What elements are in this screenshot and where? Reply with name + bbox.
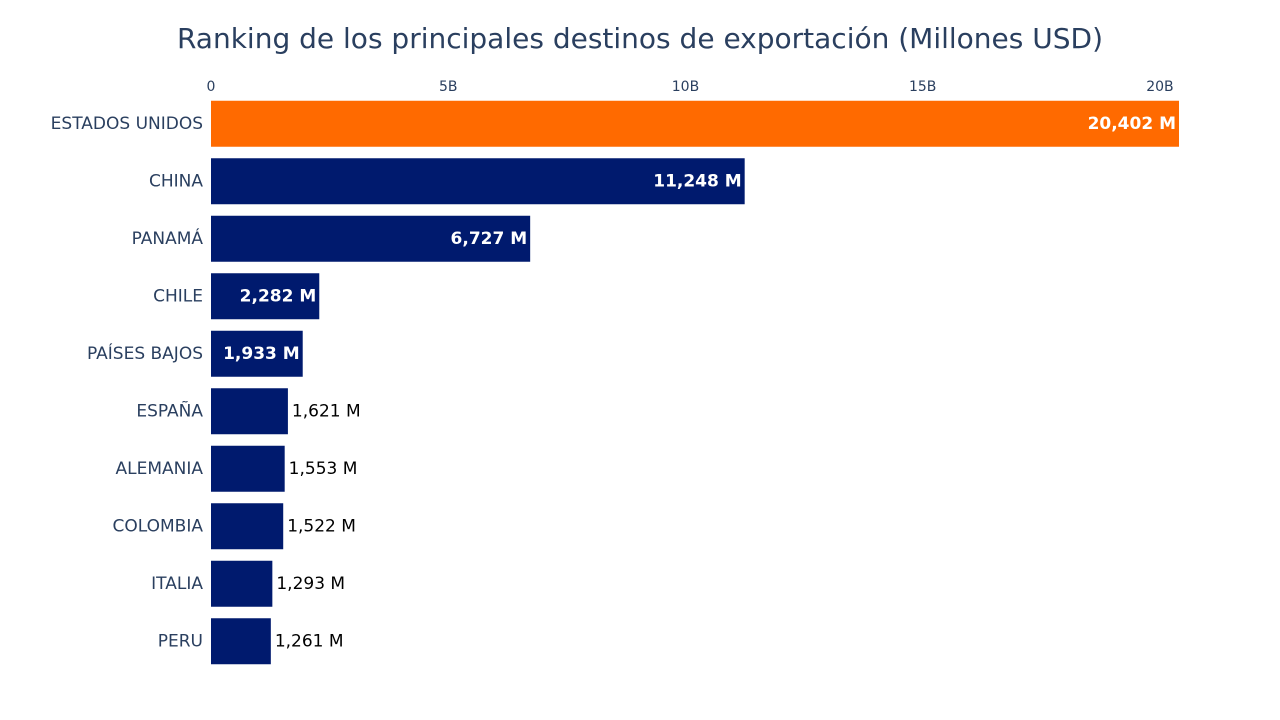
x-tick-label: 5B bbox=[439, 79, 458, 95]
bar bbox=[211, 330, 303, 377]
data-label: 1,933 M bbox=[223, 344, 300, 364]
bar bbox=[211, 215, 531, 262]
bar bbox=[211, 100, 1179, 147]
category-label: ESPAÑA bbox=[136, 399, 203, 421]
x-tick-label: 0 bbox=[207, 79, 216, 95]
category-label: PANAMÁ bbox=[132, 227, 204, 249]
data-label: 2,282 M bbox=[240, 286, 317, 306]
category-labels: ESTADOS UNIDOS CHINA PANAMÁ CHILE PAÍSES BAJ… bbox=[51, 114, 204, 652]
category-label: PERU bbox=[158, 631, 203, 651]
data-label: 11,248 M bbox=[653, 171, 741, 191]
bar bbox=[211, 273, 320, 320]
data-label: 1,522 M bbox=[287, 516, 356, 536]
data-label: 1,261 M bbox=[275, 631, 344, 651]
chart-title: Ranking de los principales destinos de e… bbox=[177, 22, 1103, 55]
category-label: ITALIA bbox=[151, 574, 203, 594]
data-label: 6,727 M bbox=[451, 229, 528, 249]
x-tick-label: 15B bbox=[909, 79, 936, 95]
category-label: CHINA bbox=[149, 171, 203, 191]
data-labels: 20,402 M 11,248 M 6,727 M 2,282 M 1,933 M 1,6… bbox=[223, 114, 1176, 652]
data-label: 1,621 M bbox=[292, 401, 361, 421]
x-tick-label: 20B bbox=[1146, 79, 1173, 95]
bar bbox=[211, 158, 745, 205]
category-label: ALEMANIA bbox=[116, 459, 204, 479]
data-label: 1,553 M bbox=[289, 459, 358, 479]
category-label: ESTADOS UNIDOS bbox=[51, 114, 203, 134]
bar bbox=[211, 445, 285, 492]
bar bbox=[211, 503, 284, 550]
bar bbox=[211, 388, 288, 435]
category-label: CHILE bbox=[153, 286, 203, 306]
bars bbox=[211, 100, 1179, 665]
category-label: PAÍSES BAJOS bbox=[87, 342, 203, 364]
data-label: 20,402 M bbox=[1088, 114, 1176, 134]
x-axis-ticks: 0 5B 10B 15B 20B bbox=[207, 79, 1174, 95]
category-label: COLOMBIA bbox=[113, 516, 204, 536]
bar bbox=[211, 618, 271, 665]
x-tick-label: 10B bbox=[672, 79, 699, 95]
data-label: 1,293 M bbox=[276, 574, 345, 594]
bar bbox=[211, 560, 273, 607]
